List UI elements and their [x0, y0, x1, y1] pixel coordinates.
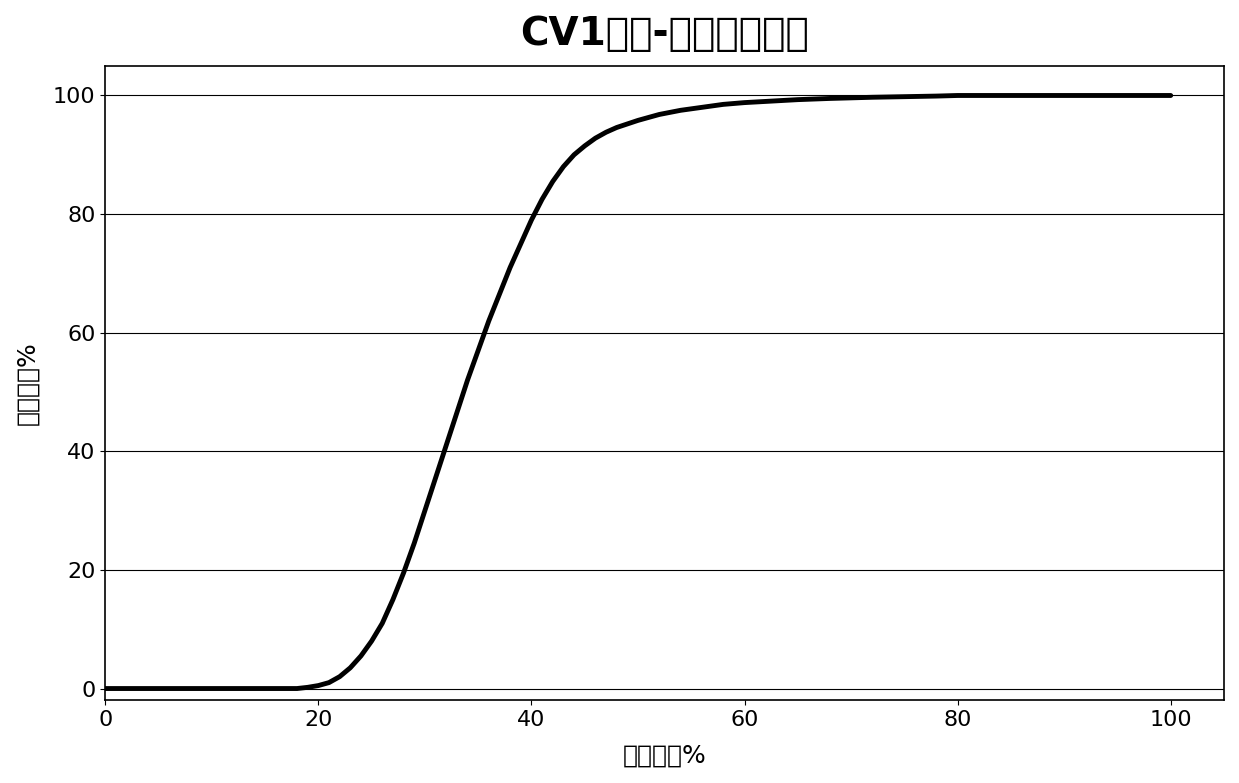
X-axis label: 调门开度%: 调门开度% — [623, 744, 706, 768]
Title: CV1开度-流量特性曲线: CV1开度-流量特性曲线 — [520, 15, 809, 53]
Y-axis label: 调门流量%: 调门流量% — [15, 341, 38, 425]
